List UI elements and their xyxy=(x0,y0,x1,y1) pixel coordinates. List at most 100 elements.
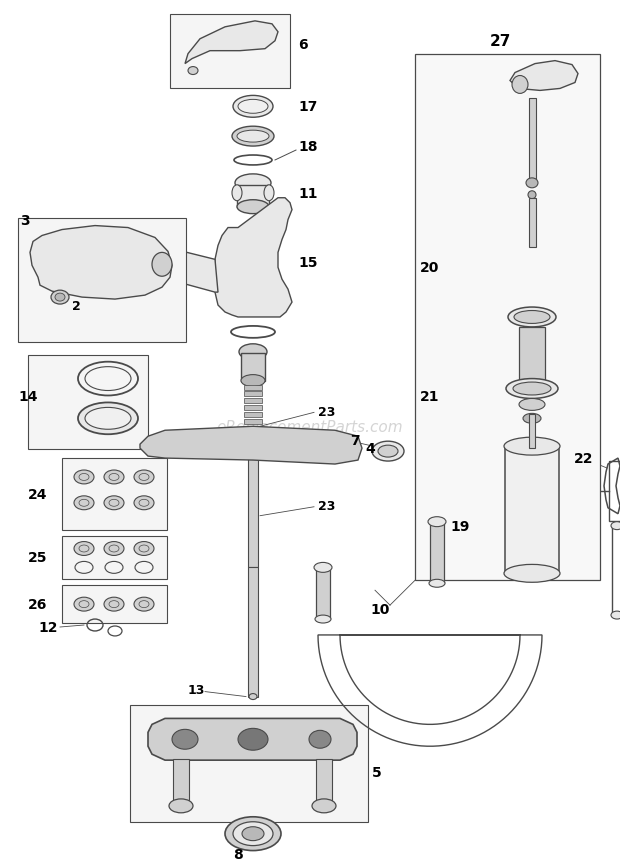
Ellipse shape xyxy=(237,131,269,143)
Bar xyxy=(244,399,262,404)
Ellipse shape xyxy=(512,77,528,95)
Ellipse shape xyxy=(249,694,257,700)
Bar xyxy=(244,420,262,424)
Ellipse shape xyxy=(508,307,556,327)
Ellipse shape xyxy=(85,408,131,430)
Ellipse shape xyxy=(239,344,267,360)
Ellipse shape xyxy=(169,799,193,813)
Ellipse shape xyxy=(429,579,445,587)
Text: 24: 24 xyxy=(28,487,48,501)
Text: 27: 27 xyxy=(490,34,511,49)
Bar xyxy=(248,567,258,697)
Bar xyxy=(519,327,545,383)
Ellipse shape xyxy=(238,728,268,750)
Ellipse shape xyxy=(134,496,154,511)
Ellipse shape xyxy=(237,201,269,214)
Ellipse shape xyxy=(309,730,331,748)
Bar xyxy=(415,54,600,580)
Bar xyxy=(244,413,262,418)
Ellipse shape xyxy=(378,446,398,457)
Ellipse shape xyxy=(233,821,273,846)
Text: 22: 22 xyxy=(574,451,593,466)
Ellipse shape xyxy=(74,542,94,556)
Bar xyxy=(248,450,258,567)
Ellipse shape xyxy=(513,382,551,395)
Polygon shape xyxy=(152,250,218,293)
Bar xyxy=(173,759,189,805)
Ellipse shape xyxy=(314,563,332,573)
Ellipse shape xyxy=(74,598,94,611)
Bar xyxy=(505,447,559,573)
Bar xyxy=(62,536,167,579)
Bar xyxy=(62,459,167,530)
Ellipse shape xyxy=(238,100,268,115)
Text: 10: 10 xyxy=(370,603,389,616)
Text: 26: 26 xyxy=(28,598,47,611)
Polygon shape xyxy=(148,719,357,760)
Text: 11: 11 xyxy=(298,187,317,201)
Ellipse shape xyxy=(134,470,154,485)
Ellipse shape xyxy=(232,186,242,201)
Text: 21: 21 xyxy=(420,390,440,404)
Text: 19: 19 xyxy=(450,519,469,533)
Text: 15: 15 xyxy=(298,256,317,270)
Ellipse shape xyxy=(504,565,560,583)
Text: 12: 12 xyxy=(38,620,58,635)
Bar xyxy=(241,353,265,381)
Ellipse shape xyxy=(372,442,404,461)
Ellipse shape xyxy=(514,311,550,324)
Text: 23: 23 xyxy=(318,406,335,418)
Bar xyxy=(28,356,148,449)
Ellipse shape xyxy=(523,414,541,424)
Bar xyxy=(237,186,269,208)
Ellipse shape xyxy=(506,379,558,399)
Ellipse shape xyxy=(225,817,281,851)
Ellipse shape xyxy=(264,186,274,201)
Ellipse shape xyxy=(528,191,536,200)
Bar xyxy=(62,585,167,623)
Text: 7: 7 xyxy=(350,434,360,448)
Ellipse shape xyxy=(242,827,264,840)
Ellipse shape xyxy=(104,470,124,485)
Ellipse shape xyxy=(78,403,138,435)
Bar xyxy=(244,441,262,446)
Ellipse shape xyxy=(51,291,69,305)
Ellipse shape xyxy=(104,542,124,556)
Bar xyxy=(529,99,536,183)
Text: 3: 3 xyxy=(20,214,30,227)
Bar xyxy=(609,461,620,521)
Ellipse shape xyxy=(235,175,271,193)
Text: 18: 18 xyxy=(298,139,317,154)
Text: 17: 17 xyxy=(298,100,317,115)
Polygon shape xyxy=(140,427,362,464)
Bar xyxy=(430,522,444,584)
Text: 13: 13 xyxy=(188,684,205,697)
Ellipse shape xyxy=(526,178,538,189)
Ellipse shape xyxy=(188,67,198,76)
Ellipse shape xyxy=(611,611,620,619)
Text: 14: 14 xyxy=(18,390,37,404)
Ellipse shape xyxy=(428,517,446,527)
Ellipse shape xyxy=(74,496,94,511)
Ellipse shape xyxy=(163,255,181,277)
Ellipse shape xyxy=(74,470,94,485)
Text: 20: 20 xyxy=(420,261,440,275)
Text: 2: 2 xyxy=(72,300,81,313)
Ellipse shape xyxy=(172,729,198,749)
Polygon shape xyxy=(185,22,278,65)
Bar xyxy=(244,434,262,439)
Polygon shape xyxy=(215,199,292,318)
Bar xyxy=(244,385,262,390)
Bar xyxy=(316,567,330,619)
Bar xyxy=(18,219,186,343)
Text: 5: 5 xyxy=(372,765,382,779)
Ellipse shape xyxy=(504,437,560,455)
Ellipse shape xyxy=(519,399,545,411)
Ellipse shape xyxy=(233,96,273,118)
Bar xyxy=(612,526,620,616)
Text: 8: 8 xyxy=(233,846,243,860)
Text: 25: 25 xyxy=(28,551,48,565)
Ellipse shape xyxy=(315,616,331,623)
Bar xyxy=(244,406,262,411)
Ellipse shape xyxy=(241,375,265,387)
